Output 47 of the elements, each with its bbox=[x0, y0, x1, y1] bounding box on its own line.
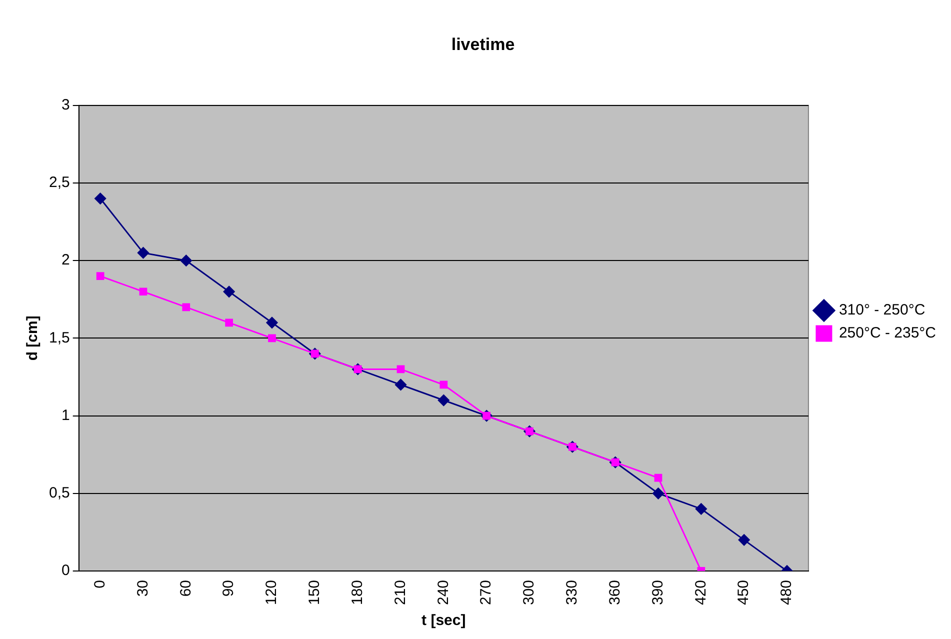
x-tick-label: 360 bbox=[606, 580, 624, 606]
chart-title: livetime bbox=[451, 34, 515, 54]
point bbox=[94, 192, 106, 204]
point bbox=[396, 365, 405, 374]
x-tick-label: 270 bbox=[478, 580, 495, 606]
x-tick-label: 150 bbox=[306, 580, 324, 606]
point bbox=[652, 488, 664, 500]
point bbox=[180, 254, 192, 266]
y-tick-label: 0,5 bbox=[48, 484, 70, 502]
y-tick-label: 1 bbox=[62, 406, 70, 424]
x-axis-title: t [sec] bbox=[422, 612, 466, 630]
point bbox=[223, 286, 235, 298]
y-tick-label: 2 bbox=[62, 252, 70, 269]
x-tick-label: 180 bbox=[348, 580, 366, 606]
x-tick-label: 120 bbox=[263, 580, 280, 606]
point bbox=[654, 474, 662, 482]
point bbox=[394, 378, 406, 390]
x-tick-label: 210 bbox=[392, 580, 409, 606]
y-tick-label: 2,5 bbox=[48, 174, 70, 192]
point bbox=[266, 316, 278, 328]
point bbox=[738, 534, 750, 546]
point bbox=[139, 288, 148, 296]
point bbox=[225, 318, 233, 327]
legend-label: 310° - 250°C bbox=[838, 302, 926, 319]
point bbox=[695, 503, 707, 515]
x-tick-label: 240 bbox=[434, 580, 452, 606]
point bbox=[96, 272, 104, 280]
y-tick-label: 0 bbox=[62, 562, 70, 580]
point bbox=[440, 380, 448, 389]
x-tick-label: 30 bbox=[134, 580, 152, 597]
point bbox=[137, 247, 149, 259]
x-tick-label: 60 bbox=[177, 580, 194, 597]
x-tick-label: 330 bbox=[564, 580, 581, 606]
point bbox=[182, 303, 190, 312]
y-tick-label: 3 bbox=[62, 96, 70, 114]
x-tick-label: 420 bbox=[692, 580, 710, 606]
point bbox=[268, 334, 276, 342]
x-tick-label: 90 bbox=[220, 580, 238, 597]
y-axis-title: d [cm] bbox=[24, 316, 42, 361]
x-tick-label: 480 bbox=[778, 580, 796, 606]
x-tick-label: 390 bbox=[649, 580, 666, 606]
x-tick-label: 300 bbox=[520, 580, 538, 606]
legend-label: 250°C - 235°C bbox=[838, 324, 936, 342]
point bbox=[438, 394, 450, 406]
x-tick-label: 0 bbox=[91, 580, 108, 588]
y-tick-label: 1,5 bbox=[48, 329, 70, 346]
x-tick-label: 450 bbox=[735, 580, 752, 606]
